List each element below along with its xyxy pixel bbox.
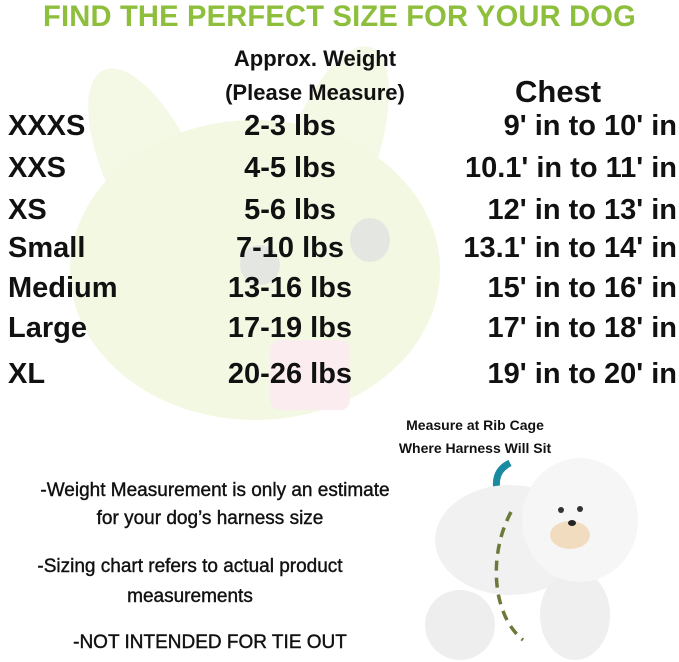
row-chest: 9' in to 10' in — [503, 110, 677, 142]
row-chest: 13.1' in to 14' in — [463, 232, 677, 264]
row-chest: 10.1' in to 11' in — [464, 152, 677, 184]
measure-line — [494, 511, 525, 642]
row-weight: 7-10 lbs — [236, 232, 344, 264]
weight-header-line1: Approx. Weight — [233, 46, 397, 71]
note-weight-line2: for your dog’s harness size — [96, 508, 324, 529]
note-sizing-line1: -Sizing chart refers to actual product — [37, 556, 343, 577]
row-chest: 12' in to 13' in — [487, 194, 677, 226]
row-size: XS — [8, 194, 47, 226]
dog-photo — [425, 458, 638, 660]
note-weight-line1: -Weight Measurement is only an estimate — [40, 480, 390, 501]
row-weight: 5-6 lbs — [244, 194, 336, 226]
note-sizing-line2: measurements — [127, 586, 253, 607]
row-weight: 17-19 lbs — [227, 312, 353, 344]
caption-line2: Where Harness Will Sit — [398, 440, 552, 456]
row-chest: 15' in to 16' in — [487, 272, 677, 304]
row-weight: 13-16 lbs — [227, 272, 353, 304]
row-size: Small — [8, 232, 86, 264]
row-chest: 17' in to 18' in — [487, 312, 677, 344]
row-size: Medium — [8, 272, 118, 304]
page-title: FIND THE PERFECT SIZE FOR YOUR DOG — [43, 0, 636, 33]
row-weight: 20-26 lbs — [227, 358, 353, 390]
weight-header-line2: (Please Measure) — [225, 80, 405, 105]
caption-line1: Measure at Rib Cage — [406, 417, 544, 433]
row-chest: 19' in to 20' in — [487, 358, 677, 390]
row-size: XXS — [8, 152, 67, 184]
row-size: XXXS — [8, 110, 86, 142]
row-weight: 2-3 lbs — [244, 110, 336, 142]
row-weight: 4-5 lbs — [244, 152, 336, 184]
chest-header: Chest — [515, 74, 602, 109]
row-size: XL — [8, 358, 46, 390]
note-tie-out: -NOT INTENDED FOR TIE OUT — [73, 632, 347, 653]
row-size: Large — [8, 312, 87, 344]
